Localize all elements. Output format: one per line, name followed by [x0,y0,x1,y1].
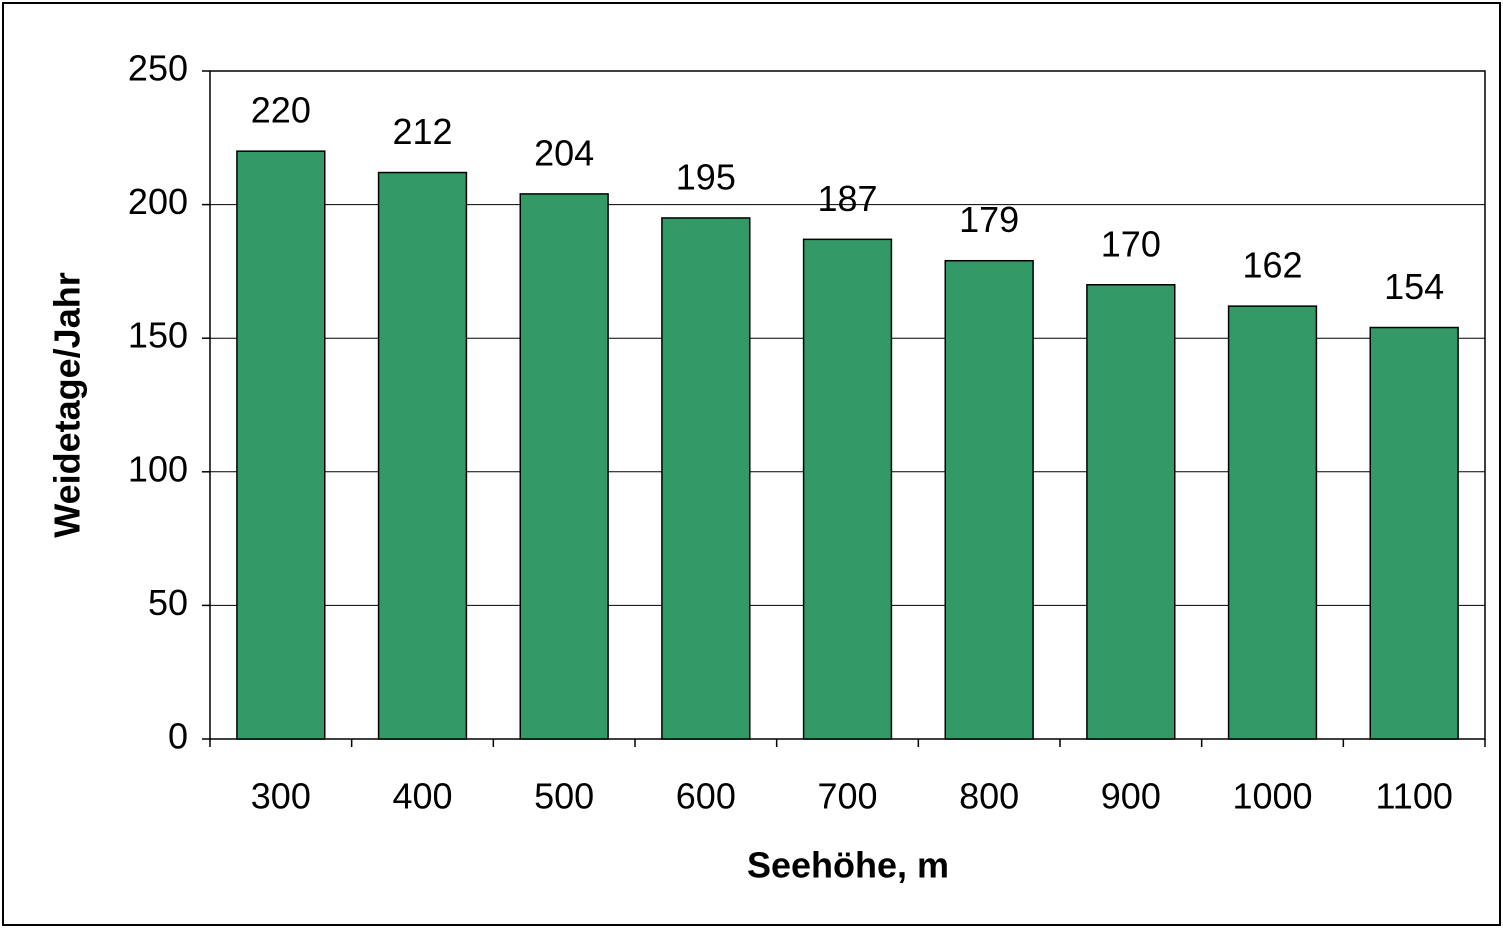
x-axis-title: Seehöhe, m [747,845,949,886]
x-tick-label: 1100 [1375,776,1452,817]
bar [1369,326,1459,740]
data-label: 204 [534,132,594,173]
x-tick-label: 400 [392,776,452,817]
bar [377,171,468,740]
x-tick-label: 800 [959,776,1019,817]
data-label: 179 [959,199,1019,240]
y-axis-title: Weidetage/Jahr [47,272,88,537]
x-tick-label: 500 [534,776,594,817]
y-tick-label: 200 [128,181,188,222]
bar [802,238,893,740]
bar [519,193,609,740]
x-tick-label: 700 [817,776,877,817]
data-label: 170 [1101,223,1161,264]
data-label: 162 [1242,245,1302,286]
bar [236,150,326,740]
data-label: 154 [1384,266,1444,307]
y-tick-label: 50 [148,582,188,623]
y-tick-label: 0 [168,716,188,757]
x-tick-label: 1000 [1232,776,1312,817]
data-label: 195 [676,156,736,197]
x-tick-label: 300 [251,776,311,817]
data-label: 212 [392,111,452,152]
x-tick-label: 900 [1101,776,1161,817]
bar [1227,305,1318,740]
data-label: 187 [817,178,877,219]
y-tick-label: 150 [128,315,188,356]
data-label: 220 [251,90,311,131]
y-tick-label: 250 [128,48,188,89]
bar [944,259,1034,740]
x-tick-label: 600 [676,776,736,817]
bar [661,217,751,740]
bar [1086,284,1176,740]
y-tick-label: 100 [128,448,188,489]
